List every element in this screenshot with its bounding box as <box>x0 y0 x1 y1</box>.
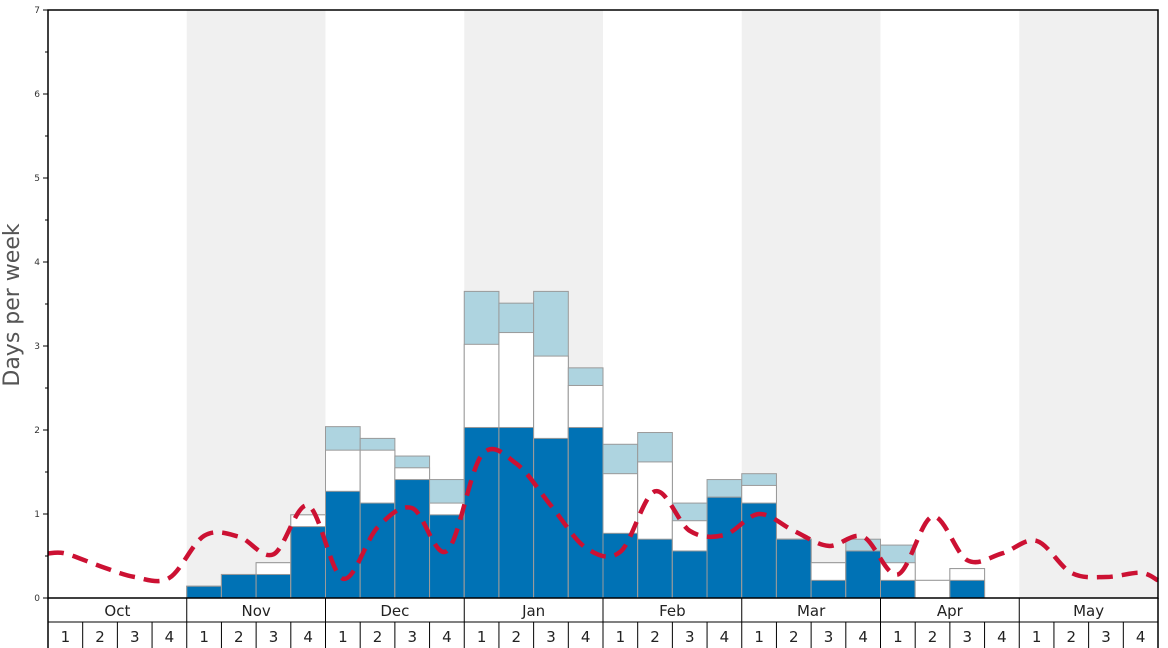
month-band-may <box>1019 10 1158 598</box>
week-label: 2 <box>650 628 660 646</box>
y-tick-label: 5 <box>34 174 40 184</box>
bar-base-22 <box>810 579 847 599</box>
week-label: 4 <box>720 628 730 646</box>
month-label-oct: Oct <box>104 602 130 620</box>
month-label-dec: Dec <box>380 602 409 620</box>
y-tick-label: 1 <box>34 510 40 520</box>
week-label: 4 <box>165 628 175 646</box>
week-label: 3 <box>546 628 556 646</box>
y-tick-label: 4 <box>34 258 40 268</box>
week-label: 4 <box>1136 628 1146 646</box>
week-label: 2 <box>373 628 383 646</box>
bar-base-13 <box>498 426 535 599</box>
month-label-feb: Feb <box>659 602 686 620</box>
week-label: 1 <box>893 628 903 646</box>
week-label: 2 <box>789 628 799 646</box>
y-tick-label: 3 <box>34 342 40 352</box>
month-band-nov <box>186 10 326 598</box>
y-axis-label: Days per week <box>0 223 25 386</box>
y-tick-label: 0 <box>34 594 40 604</box>
bar-base-20 <box>741 502 777 599</box>
bar-base-7 <box>290 526 326 599</box>
bar-base-15 <box>567 426 604 599</box>
trend-line <box>47 446 1160 584</box>
y-tick-label: 2 <box>34 426 40 436</box>
week-label: 1 <box>199 628 209 646</box>
week-label: 3 <box>824 628 834 646</box>
bar-base-6 <box>255 573 292 599</box>
week-label: 3 <box>407 628 417 646</box>
y-axis: 0 1 2 3 4 5 6 7 <box>34 6 48 604</box>
bar-base-19 <box>706 496 743 599</box>
bar-base-16 <box>602 532 639 599</box>
week-label: 2 <box>928 628 938 646</box>
week-label: 4 <box>858 628 868 646</box>
bar-base-24 <box>880 579 916 599</box>
week-label: 2 <box>95 628 105 646</box>
x-axis: Oct 1 2 3 4 Nov 1 2 3 4 Dec 1 2 3 4 Jan 1 2 3 4 Feb 1 2 3 4 Mar 1 2… <box>47 598 1159 648</box>
bar-base-18 <box>671 550 708 599</box>
week-label: 4 <box>442 628 452 646</box>
y-tick-label: 7 <box>34 6 40 16</box>
bar-base-5 <box>220 573 257 599</box>
month-label-apr: Apr <box>937 602 964 620</box>
bar-base-12 <box>463 426 500 599</box>
week-label: 4 <box>581 628 591 646</box>
bar-middle-25 <box>914 579 951 599</box>
bar-base-21 <box>775 538 812 599</box>
week-label: 1 <box>754 628 764 646</box>
trend-line-layer <box>47 446 1160 584</box>
week-label: 3 <box>1101 628 1111 646</box>
week-label: 3 <box>130 628 140 646</box>
week-label: 2 <box>234 628 244 646</box>
week-label: 2 <box>1067 628 1077 646</box>
bar-base-11 <box>429 514 465 599</box>
week-label: 1 <box>61 628 71 646</box>
week-label: 3 <box>685 628 695 646</box>
bar-base-4 <box>186 585 222 599</box>
week-label: 1 <box>616 628 626 646</box>
bar-base-10 <box>394 479 431 599</box>
week-label: 4 <box>997 628 1007 646</box>
week-label: 4 <box>303 628 313 646</box>
bar-base-17 <box>637 538 673 599</box>
month-label-nov: Nov <box>241 602 270 620</box>
bar-base-8 <box>325 490 361 599</box>
week-label: 1 <box>338 628 348 646</box>
bar-base-26 <box>949 579 986 599</box>
month-label-may: May <box>1073 602 1104 620</box>
week-label: 2 <box>512 628 522 646</box>
week-label: 1 <box>477 628 487 646</box>
bar-base-23 <box>845 550 881 599</box>
month-label-mar: Mar <box>797 602 826 620</box>
week-label: 3 <box>962 628 972 646</box>
month-label-jan: Jan <box>521 602 545 620</box>
y-tick-label: 6 <box>34 90 40 100</box>
week-label: 3 <box>269 628 279 646</box>
week-label: 1 <box>1032 628 1042 646</box>
